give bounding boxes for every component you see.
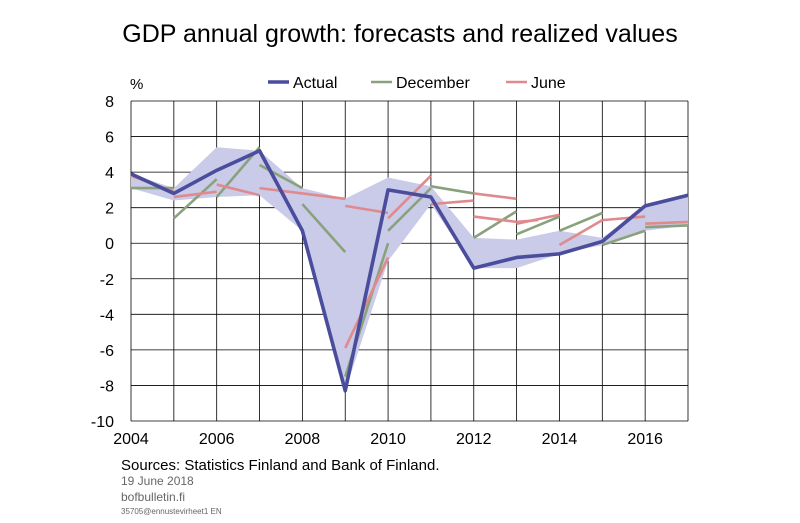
forecast-range-band bbox=[131, 147, 688, 391]
site-link[interactable]: bofbulletin.fi bbox=[121, 490, 186, 504]
chart-code: 35705@ennustevirheet1 EN bbox=[121, 507, 222, 516]
june-forecast-line bbox=[558, 218, 603, 247]
legend-label-december: December bbox=[396, 75, 470, 92]
y-tick-label: -10 bbox=[91, 414, 114, 431]
december-forecast-line bbox=[645, 224, 689, 229]
x-tick-label: 2016 bbox=[627, 431, 663, 448]
y-tick-label: 2 bbox=[105, 201, 114, 218]
y-tick-label: -6 bbox=[100, 343, 114, 360]
sources-note: Sources: Statistics Finland and Bank of … bbox=[121, 457, 440, 474]
june-forecast-line bbox=[473, 215, 517, 224]
x-tick-label: 2014 bbox=[542, 431, 578, 448]
december-forecast-line bbox=[473, 210, 518, 239]
x-tick-label: 2008 bbox=[285, 431, 321, 448]
publish-date: 19 June 2018 bbox=[121, 474, 194, 488]
december-forecast-line bbox=[601, 229, 646, 247]
y-tick-label: -4 bbox=[100, 307, 114, 324]
june-forecast-line bbox=[344, 256, 390, 349]
june-forecast-line bbox=[473, 192, 517, 201]
y-axis-unit: % bbox=[130, 76, 143, 93]
x-tick-label: 2004 bbox=[113, 431, 149, 448]
june-forecast-line bbox=[430, 199, 474, 206]
y-tick-label: 0 bbox=[105, 236, 114, 253]
june-forecast-line bbox=[216, 183, 260, 197]
june-forecast-line bbox=[387, 174, 432, 220]
june-forecast-line bbox=[173, 190, 217, 199]
y-tick-label: 8 bbox=[105, 94, 114, 111]
x-tick-label: 2012 bbox=[456, 431, 492, 448]
june-forecast-line bbox=[345, 204, 389, 215]
december-forecast-line bbox=[558, 211, 603, 232]
june-forecast-line bbox=[516, 213, 560, 225]
x-tick-label: 2010 bbox=[370, 431, 406, 448]
december-forecast-line bbox=[430, 185, 474, 195]
december-forecast-line bbox=[301, 203, 347, 253]
december-forecast-line bbox=[172, 178, 218, 220]
x-tick-label: 2006 bbox=[199, 431, 235, 448]
june-forecast-line bbox=[645, 220, 689, 225]
december-forecast-line bbox=[258, 163, 304, 190]
y-tick-label: 4 bbox=[105, 165, 114, 182]
legend-label-june: June bbox=[531, 75, 566, 92]
june-forecast-line bbox=[602, 215, 646, 222]
actual-line bbox=[130, 148, 689, 393]
june-forecast-line bbox=[302, 192, 346, 201]
y-tick-label: 6 bbox=[105, 130, 114, 147]
legend-label-actual: Actual bbox=[293, 75, 337, 92]
y-tick-label: -8 bbox=[100, 378, 114, 395]
y-tick-label: -2 bbox=[100, 272, 114, 289]
chart-title: GDP annual growth: forecasts and realize… bbox=[122, 20, 678, 48]
december-forecast-line bbox=[516, 215, 560, 236]
